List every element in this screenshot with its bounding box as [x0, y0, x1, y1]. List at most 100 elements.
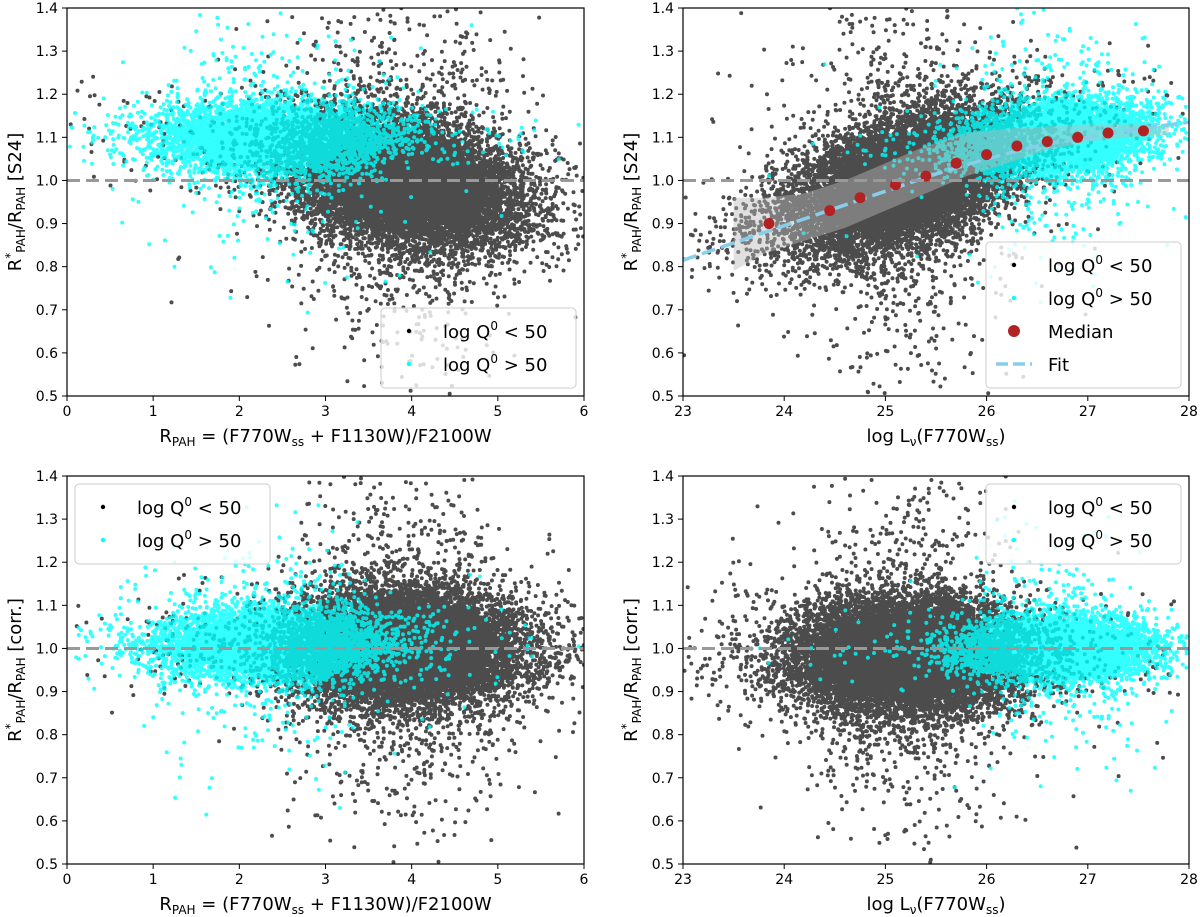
y-tick-label: 1.3 [652, 512, 674, 528]
axes-frame [682, 475, 1190, 865]
median-point [763, 218, 775, 230]
y-tick-label: 1.1 [36, 598, 58, 614]
y-tick-label: 0.5 [652, 389, 674, 405]
median-point [1102, 127, 1114, 139]
legend-marker-low-q [100, 504, 106, 510]
y-tick-label: 1.4 [652, 469, 674, 485]
x-axis-label: log Lν(F770Wss) [867, 426, 1006, 449]
y-tick-label: 0.7 [36, 771, 58, 787]
median-point [1072, 131, 1084, 143]
y-tick-label: 0.5 [36, 857, 58, 873]
y-axis-label: R*PAH/RPAH [S24] [619, 133, 644, 272]
legend-label: log Q0 > 50 [137, 528, 241, 552]
y-tick-label: 0.5 [36, 389, 58, 405]
legend-box [74, 483, 271, 565]
median-point [1137, 125, 1149, 137]
y-tick-label: 1.3 [36, 44, 58, 60]
x-tick-label: 24 [775, 404, 793, 420]
x-tick-label: 23 [674, 404, 692, 420]
x-tick-label: 26 [978, 404, 996, 420]
legend-box [985, 483, 1182, 565]
x-tick-label: 24 [775, 872, 793, 888]
median-point [1011, 140, 1023, 152]
legend-marker-low-q [1011, 504, 1017, 510]
legend-marker-low-q [406, 328, 412, 334]
panel-bottom-right: 23 24 25 26 27 28 0.5 0.6 0.7 0.8 0.9 1.0 1.1 1.2 1.3 1… [619, 469, 1198, 917]
panel-top-left: 0 1 2 3 4 5 6 0.5 0.6 0.7 0.8 0.9 1.0 1.1 1.2 1.3 1.4 RPA… [3, 1, 589, 449]
legend-label: Fit [1048, 355, 1069, 376]
legend-marker-high-q [1011, 295, 1017, 301]
y-tick-label: 0.9 [36, 217, 58, 233]
y-tick-label: 1.1 [652, 598, 674, 614]
x-tick-label: 3 [321, 404, 330, 420]
x-tick-label: 5 [493, 404, 502, 420]
y-tick-label: 1.2 [36, 555, 58, 571]
y-tick-label: 0.6 [36, 814, 58, 830]
y-tick-label: 1.0 [36, 641, 58, 657]
median-point [854, 192, 866, 204]
median-point [1041, 136, 1053, 148]
legend-marker-median [1008, 325, 1020, 337]
legend-label: log Q0 < 50 [1048, 495, 1152, 519]
x-tick-label: 5 [493, 872, 502, 888]
y-tick-label: 1.2 [36, 87, 58, 103]
series-high-q-points [767, 8, 1189, 305]
y-tick-label: 1.2 [652, 87, 674, 103]
x-tick-label: 25 [876, 404, 894, 420]
y-tick-label: 1.4 [652, 1, 674, 17]
panel-top-right: 23 24 25 26 27 28 0.5 0.6 0.7 0.8 0.9 1.0 1.1 1.2 1.3 1… [619, 1, 1198, 449]
x-tick-label: 27 [1079, 872, 1097, 888]
x-tick-label: 23 [674, 872, 692, 888]
y-tick-label: 0.9 [652, 217, 674, 233]
y-tick-label: 1.1 [652, 130, 674, 146]
y-tick-label: 1.4 [36, 469, 58, 485]
legend-marker-high-q [1011, 537, 1017, 543]
x-tick-label: 0 [63, 872, 72, 888]
x-axis-label: RPAH = (F770Wss + F1130W)/F2100W [159, 426, 492, 449]
x-tick-label: 27 [1079, 404, 1097, 420]
median-spread-band [733, 124, 1169, 271]
x-tick-label: 28 [1180, 404, 1198, 420]
y-tick-label: 1.1 [36, 130, 58, 146]
y-tick-label: 0.5 [652, 857, 674, 873]
legend-label: log Q0 > 50 [443, 352, 547, 376]
panel-bottom-left: 0 1 2 3 4 5 6 0.5 0.6 0.7 0.8 0.9 1.0 1.1 1.2 1.3 1.4 RPA… [3, 469, 589, 917]
y-tick-label: 1.0 [652, 173, 674, 189]
x-tick-label: 4 [407, 404, 416, 420]
x-tick-label: 1 [149, 404, 158, 420]
legend-marker-low-q [1011, 262, 1017, 268]
series-high-q-points [67, 11, 581, 315]
legend-label: log Q0 < 50 [443, 319, 547, 343]
series-high-q-points [74, 503, 581, 817]
median-point [981, 149, 993, 161]
x-tick-label: 28 [1180, 872, 1198, 888]
y-tick-label: 1.3 [652, 44, 674, 60]
x-tick-label: 26 [978, 872, 996, 888]
x-tick-label: 3 [321, 872, 330, 888]
legend-label: log Q0 > 50 [1048, 528, 1152, 552]
y-tick-label: 0.8 [36, 260, 58, 276]
y-tick-label: 0.9 [36, 685, 58, 701]
x-tick-label: 0 [63, 404, 72, 420]
legend-label: Median [1048, 322, 1113, 343]
y-axis-label: R*PAH/RPAH [corr.] [619, 598, 644, 742]
y-axis-label: R*PAH/RPAH [corr.] [3, 598, 28, 742]
legend-box [985, 241, 1182, 389]
legend-box [380, 307, 577, 389]
y-tick-label: 1.0 [652, 641, 674, 657]
x-tick-label: 6 [580, 872, 589, 888]
y-tick-label: 1.2 [652, 555, 674, 571]
y-tick-label: 1.0 [36, 173, 58, 189]
y-tick-label: 0.8 [36, 728, 58, 744]
x-tick-label: 4 [407, 872, 416, 888]
legend-label: log Q0 < 50 [137, 495, 241, 519]
y-tick-label: 0.6 [652, 814, 674, 830]
median-point [920, 170, 932, 182]
y-tick-label: 0.8 [652, 260, 674, 276]
x-tick-label: 1 [149, 872, 158, 888]
axes-frame [682, 7, 1190, 397]
y-tick-label: 0.9 [652, 685, 674, 701]
median-point [890, 179, 902, 191]
y-tick-label: 0.7 [36, 303, 58, 319]
